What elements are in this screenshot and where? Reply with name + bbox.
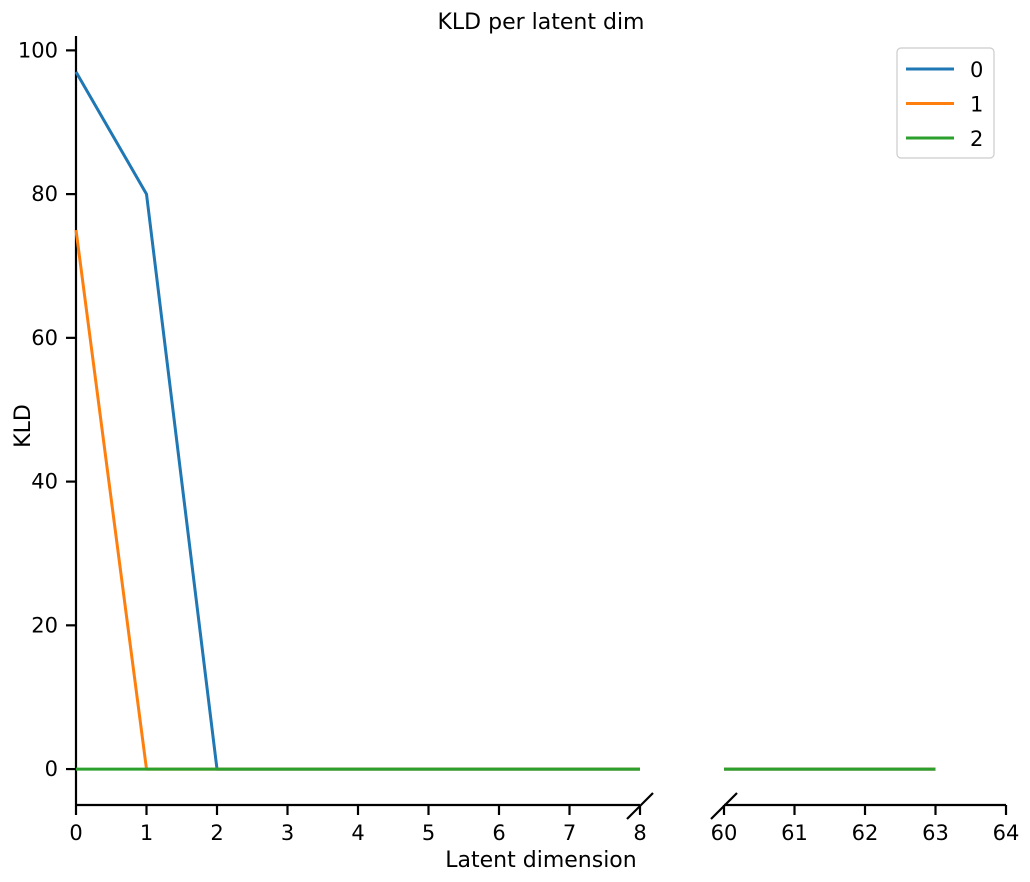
series-layer [74,71,936,771]
legend: 0 1 2 [896,47,995,159]
x-tick-label: 6 [492,821,505,845]
y-tick-label: 80 [31,182,58,206]
x-tick-label: 63 [922,821,949,845]
y-tick-label: 100 [18,38,58,62]
x-tick-label: 64 [993,821,1020,845]
y-tick-label: 20 [31,613,58,637]
x-tick-label: 1 [140,821,153,845]
x-tick-label: 61 [781,821,808,845]
y-tick-label: 60 [31,326,58,350]
x-axis-title: Latent dimension [445,848,636,873]
axis-break-mark [710,792,738,820]
y-tick-label: 0 [45,757,58,781]
x-tick-label: 60 [711,821,738,845]
x-tick-label: 62 [852,821,879,845]
y-tick-label: 40 [31,470,58,494]
y-axis-title: KLD [11,404,36,448]
x-tick-label: 0 [69,821,82,845]
legend-label-2: 2 [970,127,983,151]
x-tick-label: 4 [351,821,364,845]
x-tick-label: 7 [563,821,576,845]
legend-label-1: 1 [970,93,983,117]
x-tick-label: 2 [210,821,223,845]
series-line-0 [74,71,640,771]
legend-label-0: 0 [970,58,983,82]
axis-break-mark [626,792,654,820]
x-tick-label: 8 [633,821,646,845]
chart-title: KLD per latent dim [438,10,645,35]
x-tick-label: 5 [422,821,435,845]
x-tick-label: 3 [281,821,294,845]
